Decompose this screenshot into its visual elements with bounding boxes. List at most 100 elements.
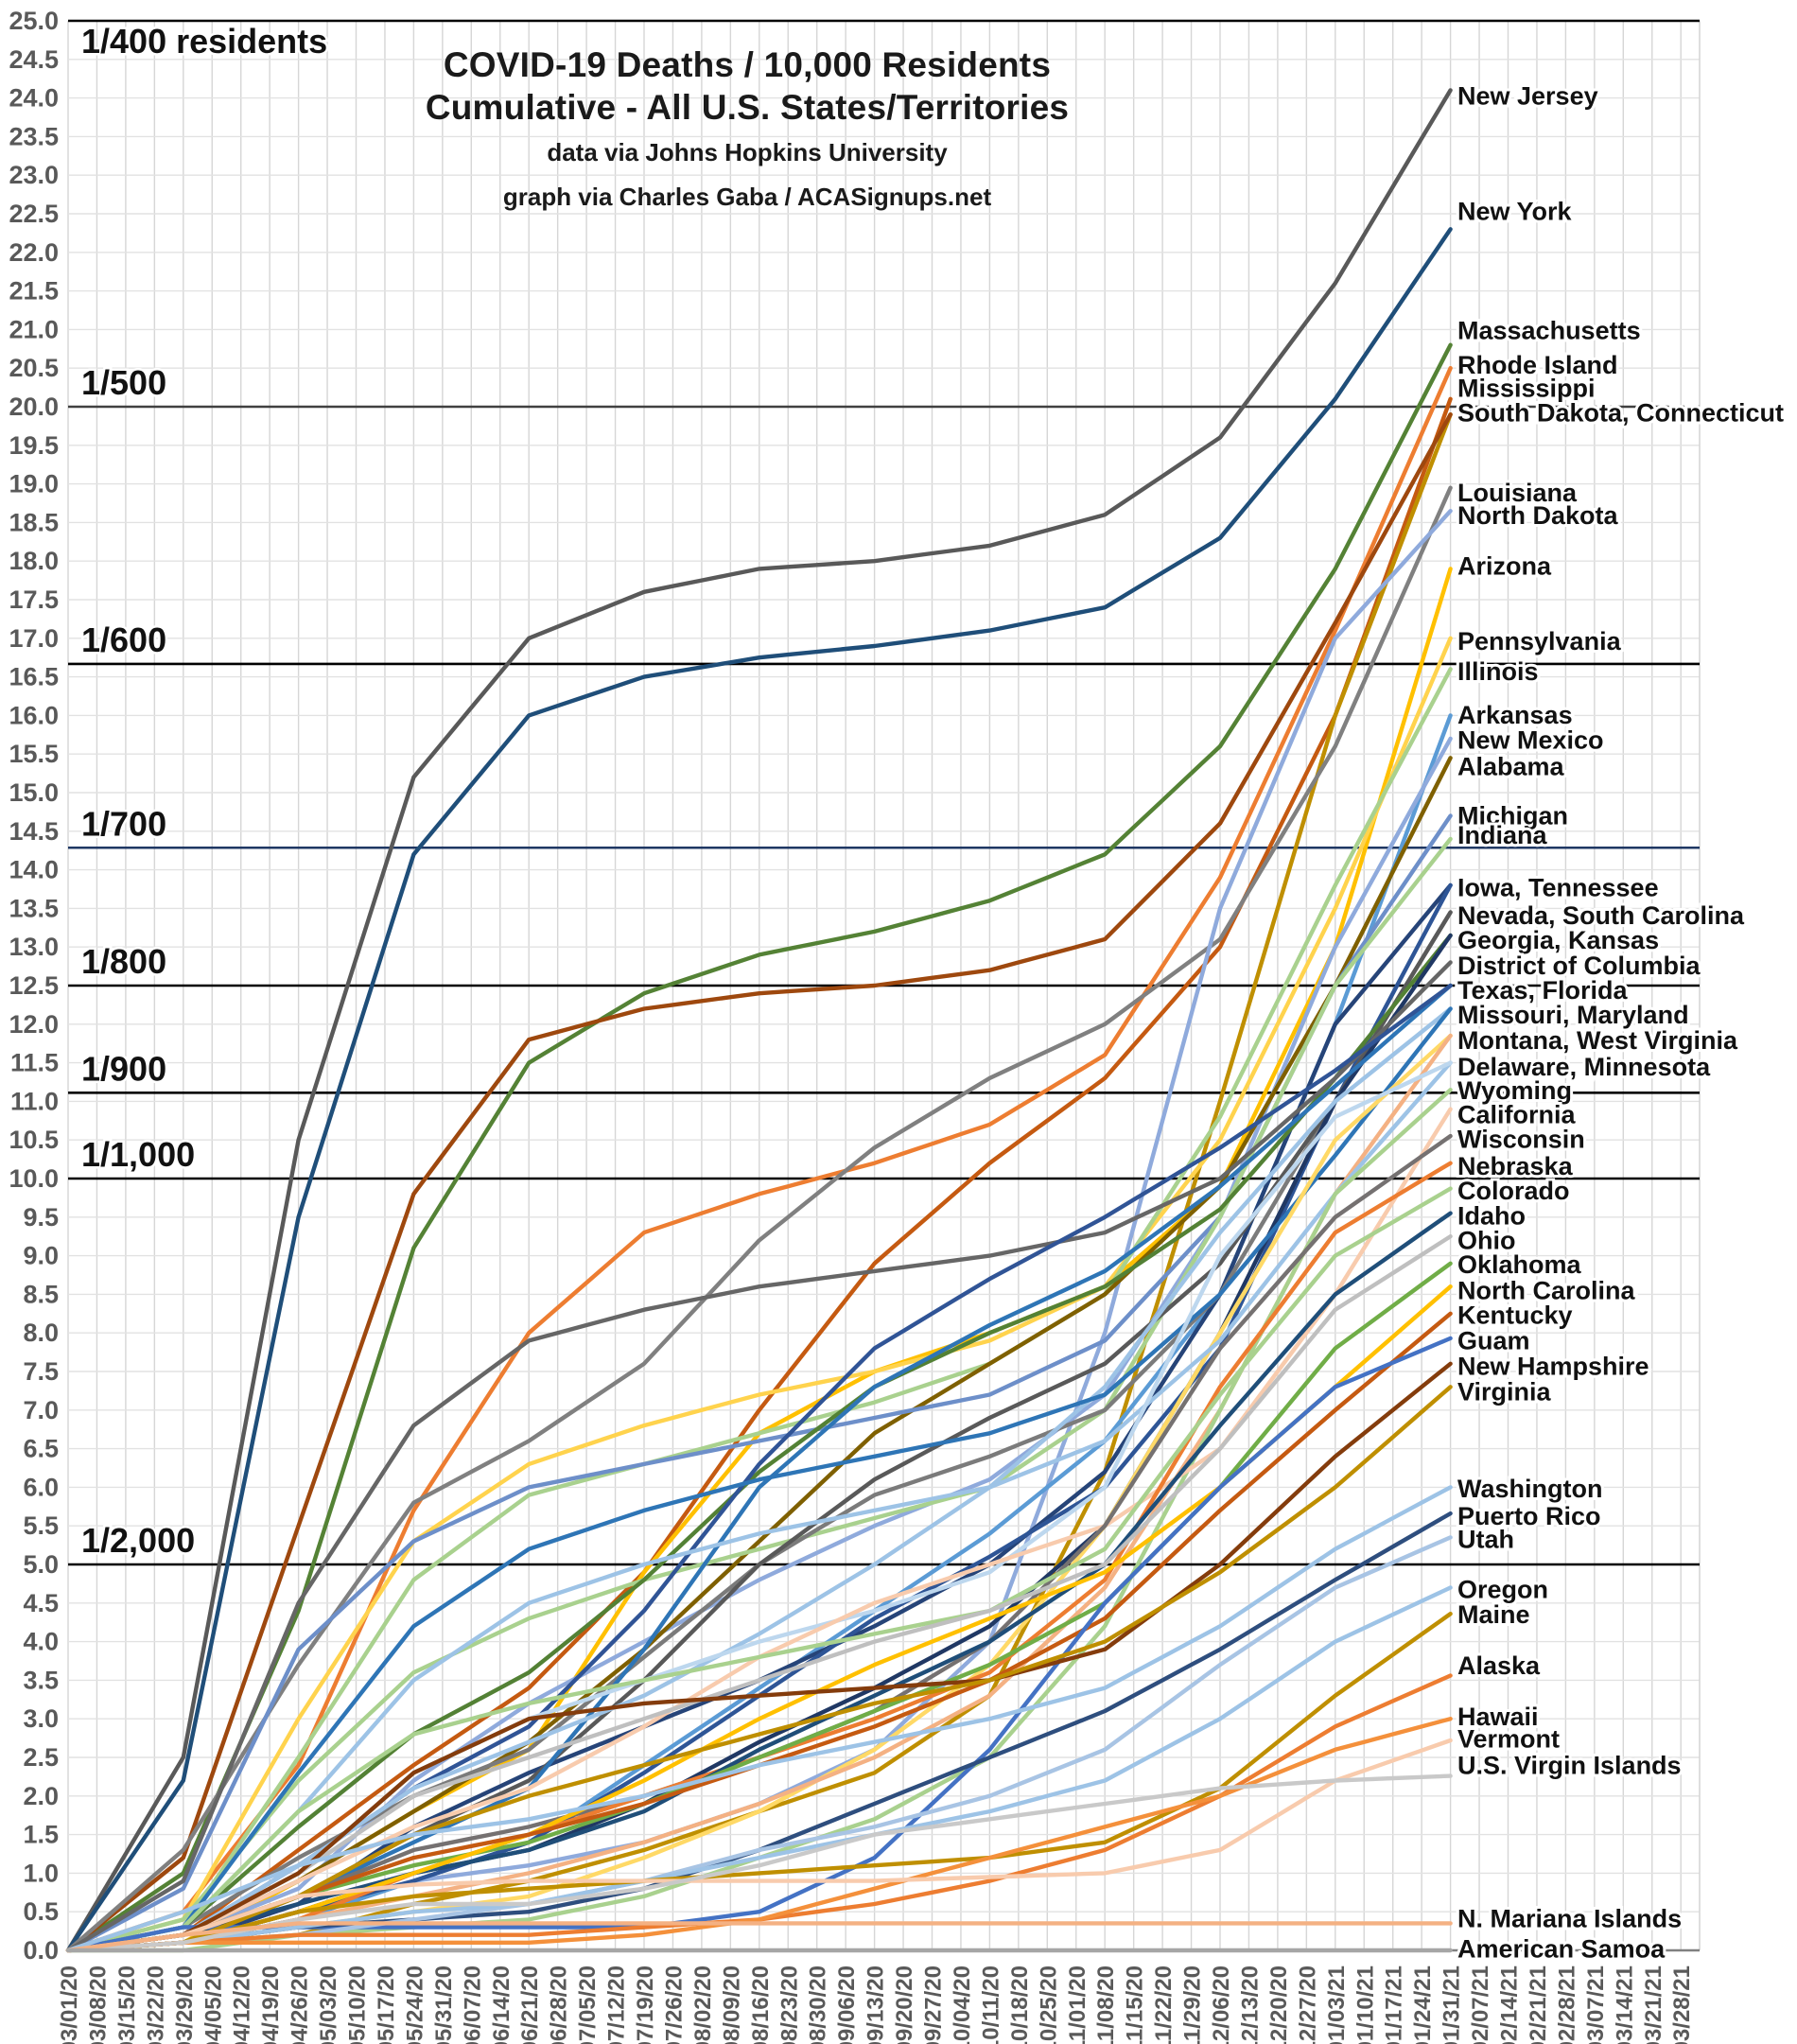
series-line-pennsylvania [65,636,1453,1953]
y-tick-label: 18.5 [9,508,59,536]
series-line-oregon [65,1585,1453,1953]
x-tick-label: 02/28/21 [1554,1965,1579,2044]
x-tick-label: 06/28/20 [547,1965,572,2044]
series-line-new-hampshire [65,1361,1453,1953]
series-label-alaska: Alaska [1457,1651,1541,1680]
series-line-new-jersey [65,88,1453,1953]
x-tick-label: 10/11/20 [978,1965,1003,2044]
x-tick-label: 03/01/20 [57,1965,82,2044]
x-tick-label: 11/29/20 [1180,1965,1206,2044]
x-tick-label: 12/06/20 [1209,1965,1234,2044]
y-tick-label: 1.0 [23,1859,59,1887]
series-end-labels: New Jersey New York Massachusetts Rhode Isl… [1455,79,1787,1965]
series-label-oklahoma: Oklahoma [1457,1250,1582,1279]
x-tick-label: 02/14/21 [1497,1965,1523,2044]
series-label-washington: Washington [1457,1475,1602,1503]
series-label-utah: Utah [1457,1525,1514,1553]
y-tick-label: 6.5 [23,1435,59,1463]
reference-label-1-900: 1/900 [81,1049,166,1088]
reference-label-1-1-000: 1/1,000 [81,1135,195,1174]
series-line-washington [65,1485,1453,1953]
y-tick-label: 5.5 [23,1511,59,1540]
x-tick-label: 04/12/20 [230,1965,255,2044]
y-tick-label: 9.0 [23,1242,59,1270]
reference-label-1-2-000: 1/2,000 [81,1521,195,1560]
y-tick-label: 20.0 [9,393,59,421]
series-label-kentucky: Kentucky [1457,1302,1573,1330]
y-tick-label: 16.0 [9,701,59,729]
x-tick-label: 09/06/20 [834,1965,860,2044]
y-tick-label: 4.0 [23,1628,59,1656]
y-tick-label: 10.5 [9,1126,59,1154]
x-tick-label: 05/17/20 [374,1965,399,2044]
x-tick-label: 03/29/20 [172,1965,198,2044]
x-tick-label: 04/26/20 [288,1965,313,2044]
series-label-new-mexico: New Mexico [1457,726,1604,755]
y-tick-label: 11.0 [10,1087,59,1115]
series-label-iowa-tennessee: Iowa, Tennessee [1457,874,1659,902]
x-tick-label: 05/24/20 [402,1965,427,2044]
series-line-louisiana [65,485,1453,1953]
x-tick-label: 03/22/20 [143,1965,168,2044]
series-label-guam: Guam [1457,1327,1530,1355]
series-line-vermont [65,1738,1453,1953]
y-tick-label: 24.0 [9,84,59,113]
y-tick-label: 2.5 [23,1743,59,1772]
series-line-georgia [65,933,1453,1953]
reference-label-1-600: 1/600 [81,620,166,659]
reference-label-1-800: 1/800 [81,942,166,981]
x-tick-label: 11/01/20 [1065,1965,1090,2044]
y-tick-label: 6.0 [23,1473,59,1501]
x-tick-label: 10/04/20 [950,1965,975,2044]
y-tick-label: 4.5 [23,1589,59,1617]
series-label-texas-florida: Texas, Florida [1457,976,1629,1005]
series-label-south-dakota-connecticut: South Dakota, Connecticut [1457,399,1784,428]
series-label-missouri-maryland: Missouri, Maryland [1457,1001,1689,1029]
series-label-louisiana: Louisiana [1457,479,1578,507]
series-label-massachusetts: Massachusetts [1457,316,1641,344]
x-tick-label: 10/25/20 [1036,1965,1061,2044]
x-tick-label: 03/21/21 [1641,1965,1666,2044]
x-tick-label: 07/05/20 [575,1965,601,2044]
x-tick-label: 06/21/20 [517,1965,543,2044]
y-tick-label: 13.5 [9,894,59,922]
x-tick-label: 12/13/20 [1237,1965,1263,2044]
x-tick-label: 11/15/20 [1123,1965,1148,2044]
series-line-colorado [65,1186,1453,1953]
series-line-connecticut [65,412,1453,1953]
series-label-new-jersey: New Jersey [1457,81,1598,110]
x-axis-tick-labels: 03/01/20 03/08/20 03/15/20 03/22/20 03/29/20… [57,1965,1695,2044]
x-tick-label: 03/14/21 [1612,1965,1637,2044]
y-tick-label: 22.5 [9,200,59,228]
series-line-idaho [65,1211,1453,1953]
series-line-u-s-virgin-islands [65,1773,1453,1953]
x-tick-label: 12/27/20 [1295,1965,1320,2044]
y-tick-label: 19.0 [9,470,59,498]
x-tick-label: 05/10/20 [345,1965,371,2044]
series-label-indiana: Indiana [1457,821,1547,849]
series-label-ohio: Ohio [1457,1226,1516,1254]
y-tick-label: 7.5 [23,1357,59,1386]
series-line-district-of-columbia [65,960,1453,1953]
series-line-maryland [65,1006,1453,1953]
x-tick-label: 07/19/20 [633,1965,658,2044]
series-line-illinois [65,667,1453,1953]
series-label-illinois: Illinois [1457,657,1539,686]
x-tick-label: 03/28/21 [1669,1965,1695,2044]
x-tick-label: 01/31/21 [1439,1965,1465,2044]
y-tick-label: 18.0 [9,547,59,575]
series-label-north-dakota: North Dakota [1457,501,1618,530]
reference-label-1-500: 1/500 [81,363,166,402]
x-tick-label: 04/19/20 [258,1965,284,2044]
y-tick-label: 10.0 [9,1164,59,1193]
series-label-vermont: Vermont [1457,1725,1560,1754]
y-tick-label: 2.0 [23,1782,59,1810]
series-label-pennsylvania: Pennsylvania [1457,627,1622,655]
y-tick-label: 22.0 [9,238,59,267]
y-tick-label: 20.5 [9,354,59,382]
y-tick-label: 8.0 [23,1319,59,1347]
series-label-maine: Maine [1457,1600,1530,1629]
reference-label-1-700: 1/700 [81,804,166,843]
